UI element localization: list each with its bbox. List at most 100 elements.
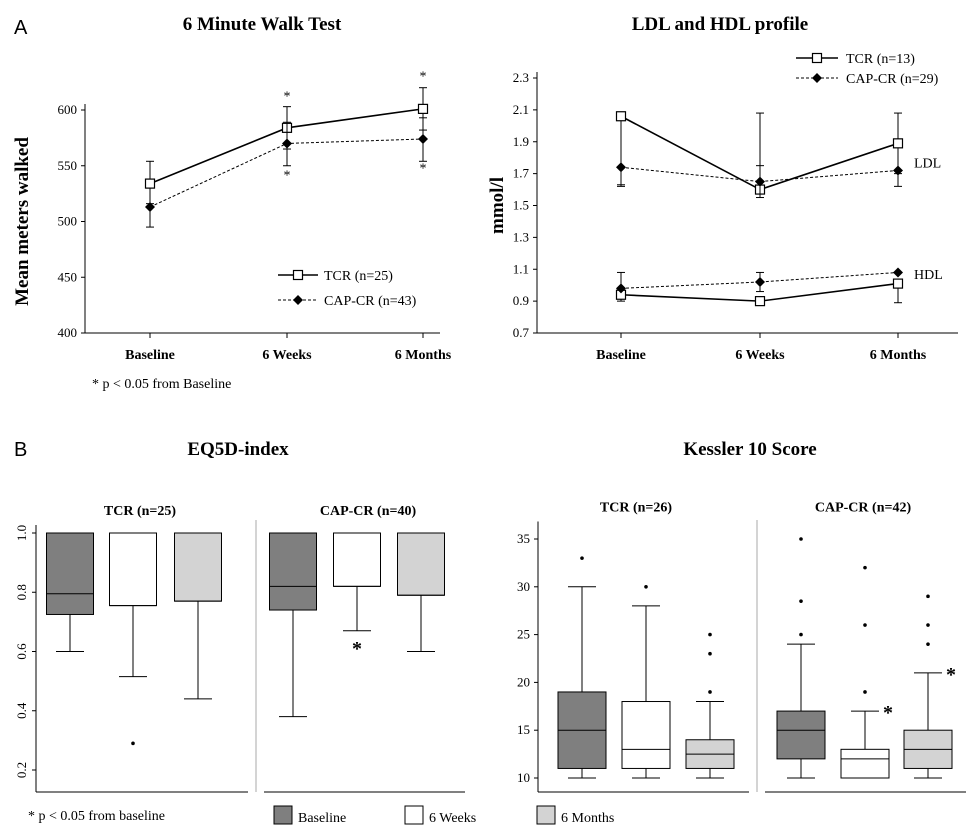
outlier-point: [644, 585, 648, 589]
outlier-point: [799, 599, 803, 603]
y-tick-label: 1.5: [513, 198, 529, 213]
data-point: [893, 267, 903, 278]
outlier-point: [926, 594, 930, 599]
y-axis-label: mmol/l: [487, 177, 508, 234]
outlier-point: [131, 741, 135, 746]
y-tick-label: 1.3: [513, 229, 529, 244]
x-tick-label: Baseline: [596, 348, 646, 363]
data-point: [755, 277, 765, 287]
legend-marker: [292, 269, 304, 281]
significance-mark: *: [883, 702, 893, 724]
outlier-point: [926, 623, 930, 627]
box-legend: Baseline 6 Weeks 6 Months: [273, 805, 614, 826]
data-point: [892, 138, 904, 149]
y-tick-label: 25: [517, 627, 530, 642]
y-tick-label: 10: [517, 770, 530, 785]
x-tick-label: 6 Weeks: [735, 348, 785, 363]
x-tick-label: 6 Months: [395, 348, 452, 363]
legend-swatch: [273, 805, 293, 825]
y-tick-label: 35: [517, 531, 530, 546]
chart-title: LDL and HDL profile: [632, 14, 809, 35]
y-tick-label: 550: [58, 158, 78, 173]
box: [333, 532, 381, 587]
legend-marker: [812, 73, 822, 83]
legend-swatch: [404, 805, 424, 825]
y-tick-label: 450: [58, 269, 78, 284]
panel-label-b: B: [14, 439, 27, 461]
y-axis-label: Mean meters walked: [12, 137, 33, 306]
y-tick-label: 15: [517, 722, 530, 737]
data-point: [145, 202, 155, 213]
data-point: [417, 103, 429, 114]
legend-label: 6 Months: [561, 811, 614, 826]
data-point: [892, 278, 904, 289]
footnote: * p < 0.05 from Baseline: [92, 377, 231, 392]
y-tick-label: 400: [58, 325, 78, 340]
group-label: CAP-CR (n=42): [815, 500, 912, 515]
box: [776, 710, 826, 760]
data-point: [754, 296, 766, 307]
y-tick-label: 0.2: [14, 762, 29, 778]
legend-swatch: [536, 805, 556, 825]
outlier-point: [708, 690, 712, 694]
outlier-point: [863, 690, 867, 694]
data-point: [144, 178, 156, 189]
legend-label: CAP-CR (n=43): [324, 294, 417, 309]
y-tick-label: 30: [517, 579, 530, 594]
box: [621, 701, 671, 769]
y-tick-label: 1.7: [513, 166, 530, 181]
box: [109, 532, 157, 607]
kessler-boxplot: Kessler 10 Score 10 15 20 25 30 35 TCR (n=26) CA…: [517, 439, 966, 793]
y-tick-label: 0.6: [14, 643, 29, 660]
significance-mark: *: [420, 69, 427, 84]
data-point: [418, 133, 428, 144]
box: [46, 532, 94, 615]
significance-mark: *: [352, 638, 362, 660]
data-point: [616, 162, 626, 173]
x-tick-label: 6 Weeks: [262, 348, 312, 363]
legend-marker: [811, 52, 823, 64]
outlier-point: [708, 651, 712, 656]
eq5d-boxplot: EQ5D-index 0.2 0.4 0.6 0.8 1.0 TCR (n=25) CAP-C…: [14, 439, 465, 824]
legend-label: TCR (n=13): [846, 52, 915, 67]
significance-mark: *: [946, 664, 956, 686]
outlier-point: [708, 632, 712, 637]
series-line: [620, 166, 899, 183]
chart-title: EQ5D-index: [187, 439, 289, 460]
chart-title: 6 Minute Walk Test: [183, 14, 342, 35]
legend-label: CAP-CR (n=29): [846, 72, 939, 87]
data-point: [755, 176, 765, 187]
footnote: * p < 0.05 from baseline: [28, 809, 165, 824]
series-line: [620, 271, 899, 289]
group-label-ldl: LDL: [914, 156, 941, 171]
y-tick-label: 1.1: [513, 261, 529, 276]
box: [174, 532, 222, 602]
outlier-point: [926, 642, 930, 646]
outlier-point: [863, 623, 867, 627]
group-label: TCR (n=26): [600, 500, 672, 515]
group-label: CAP-CR (n=40): [320, 504, 417, 519]
data-point: [893, 165, 903, 176]
y-tick-label: 500: [58, 214, 78, 229]
significance-mark: *: [284, 89, 291, 104]
y-tick-label: 600: [58, 102, 78, 117]
x-tick-label: Baseline: [125, 348, 175, 363]
box: [269, 532, 317, 611]
legend-label: 6 Weeks: [429, 811, 476, 826]
y-tick-label: 0.9: [513, 293, 529, 308]
data-point: [282, 138, 292, 149]
chart-title: Kessler 10 Score: [683, 439, 816, 460]
group-label: TCR (n=25): [104, 504, 176, 519]
significance-mark: *: [284, 168, 291, 183]
legend-label: TCR (n=25): [324, 269, 393, 284]
outlier-point: [580, 556, 584, 560]
group-label-hdl: HDL: [914, 268, 943, 283]
y-tick-label: 2.1: [513, 102, 529, 117]
panel-label-a: A: [14, 17, 28, 39]
x-tick-label: 6 Months: [870, 348, 927, 363]
outlier-point: [799, 632, 803, 637]
box: [840, 748, 890, 779]
box: [397, 532, 445, 596]
data-point: [615, 111, 627, 122]
walk-test-chart: 6 Minute Walk Test 400 450 500 550 600 Baselin…: [12, 14, 452, 392]
